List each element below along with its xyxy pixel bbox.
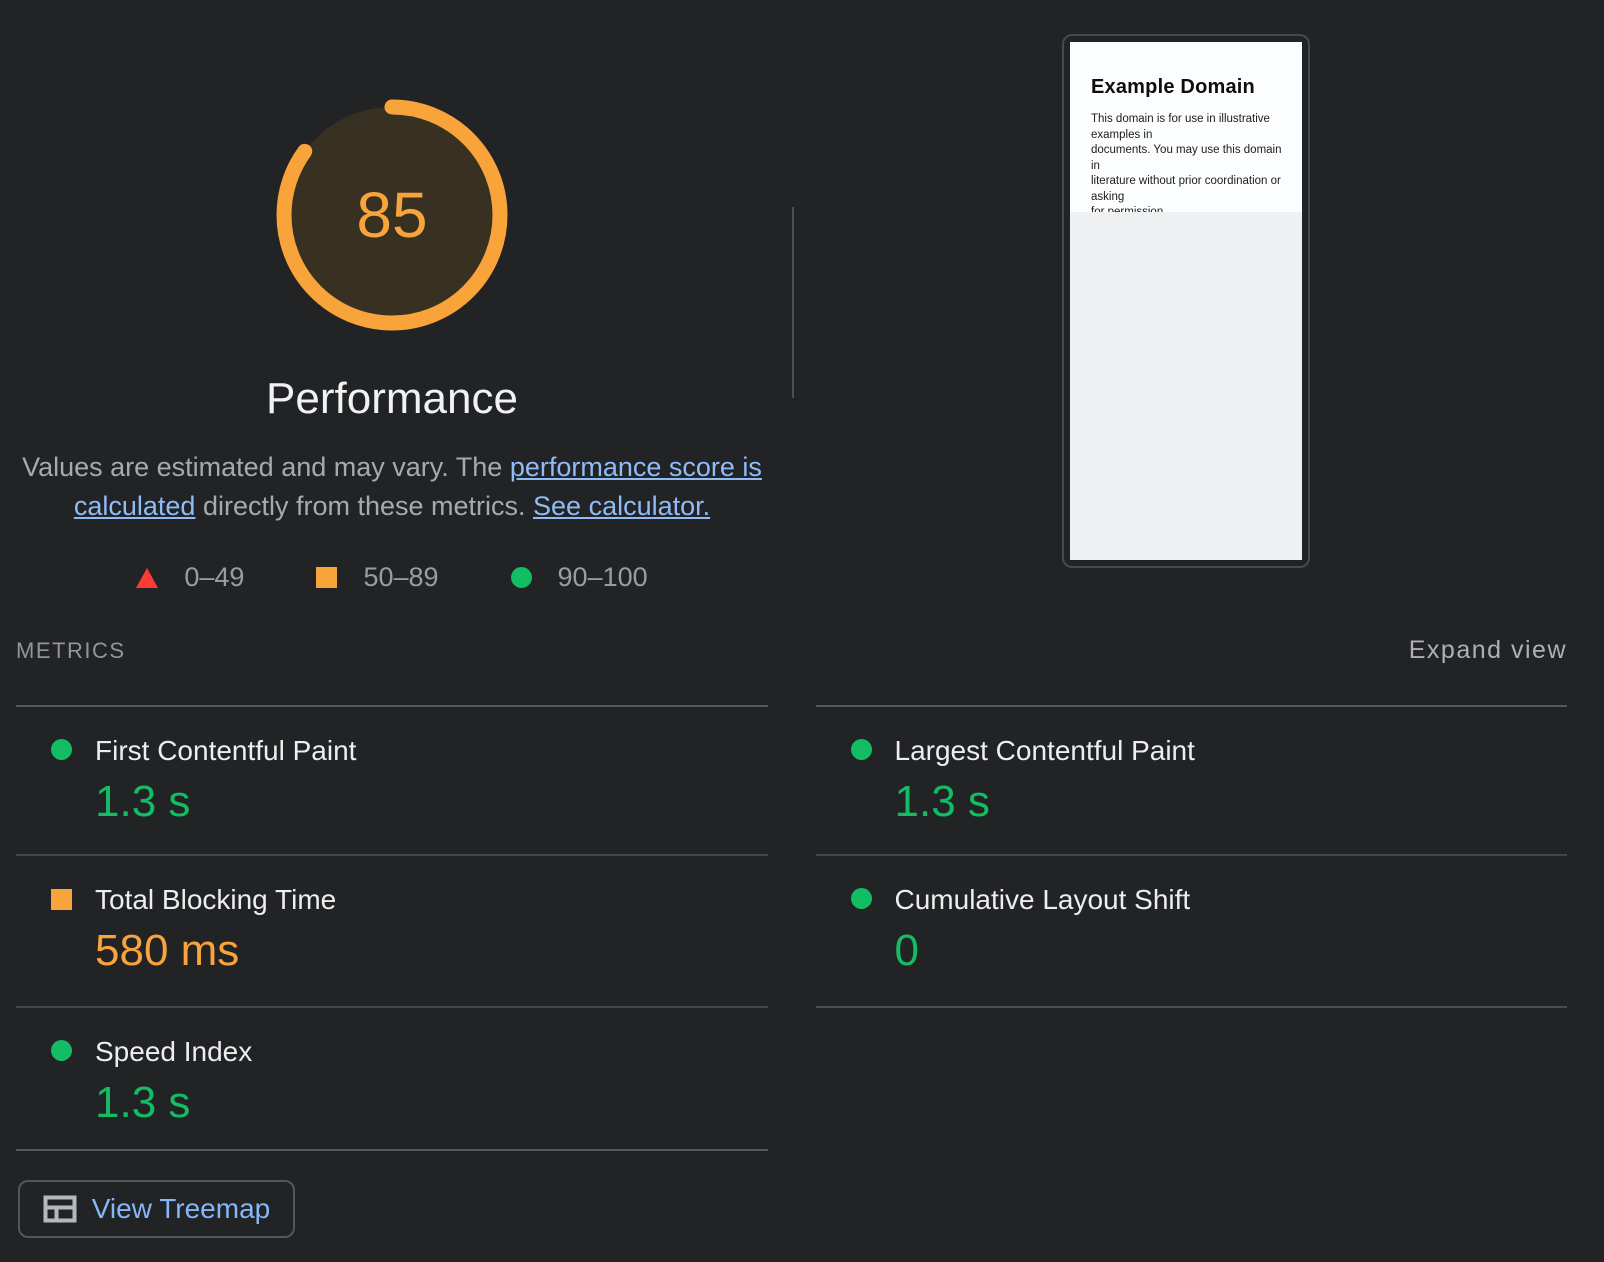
metric-value: 0 [894, 926, 919, 975]
legend-item-pass: 90–100 [510, 562, 648, 593]
performance-score-gauge[interactable]: 85 [269, 92, 515, 338]
view-treemap-label: View Treemap [91, 1193, 271, 1224]
expand-view-button[interactable]: Expand view [1408, 636, 1567, 664]
score-description: Values are estimated and may vary. The p… [22, 448, 762, 526]
legend-item-fail: 0–49 [136, 562, 244, 593]
metric-value: 580 ms [95, 926, 240, 975]
circle-icon [510, 567, 532, 588]
gauge-arc-icon [276, 99, 508, 331]
metric-speed-index: Speed Index 1.3 s [16, 1006, 768, 1149]
metric-total-blocking-time: Total Blocking Time 580 ms [16, 854, 768, 1006]
legend-range-label: 0–49 [184, 562, 245, 592]
metric-label: First Contentful Paint [95, 735, 357, 766]
see-calculator-link[interactable]: See calculator. [533, 491, 711, 521]
screenshot-page-paragraph: This domain is for use in illustrative e… [1091, 113, 1282, 218]
metric-label: Total Blocking Time [95, 884, 337, 915]
average-square-icon [51, 889, 72, 910]
treemap-icon [43, 1195, 77, 1223]
metrics-section-title: METRICS [16, 638, 126, 663]
view-treemap-button[interactable]: View Treemap [18, 1180, 295, 1238]
page-screenshot-thumbnail: Example Domain This domain is for use in… [1062, 34, 1310, 568]
performance-summary-section: 85 Performance Values are estimated and … [0, 0, 1604, 620]
metrics-header: METRICS Expand view [16, 620, 1567, 665]
metric-label: Largest Contentful Paint [894, 735, 1195, 766]
metric-value: 1.3 s [95, 777, 191, 826]
metric-cumulative-layout-shift: Cumulative Layout Shift 0 [815, 854, 1567, 1006]
metric-label: Cumulative Layout Shift [894, 884, 1191, 915]
legend-range-label: 90–100 [557, 562, 648, 592]
category-title: Performance [266, 374, 518, 423]
description-text: Values are estimated and may vary. The [22, 452, 510, 482]
triangle-icon [136, 567, 159, 588]
score-range-legend: 0–49 50–89 90–100 [136, 562, 648, 593]
metric-label: Speed Index [95, 1036, 253, 1067]
screenshot-page-body [1070, 212, 1302, 560]
performance-score-link-continued[interactable]: calculated [73, 491, 196, 521]
description-text-2: directly from these metrics. [195, 491, 534, 521]
pass-circle-icon [51, 1040, 72, 1061]
metrics-column-right: Largest Contentful Paint 1.3 s Cumulativ… [815, 705, 1568, 1008]
performance-score-value: 85 [356, 179, 428, 251]
performance-score-link[interactable]: performance score is [509, 452, 762, 482]
pass-circle-icon [850, 888, 872, 909]
square-icon [316, 567, 338, 588]
pass-circle-icon [850, 739, 872, 760]
metrics-column-left: First Contentful Paint 1.3 s Total Block… [16, 705, 768, 1151]
metric-value: 1.3 s [894, 777, 990, 826]
legend-item-average: 50–89 [316, 562, 439, 593]
metrics-grid: First Contentful Paint 1.3 s Total Block… [16, 705, 1567, 1151]
vertical-divider [792, 207, 794, 398]
screenshot-page-heading: Example Domain [1091, 76, 1255, 98]
legend-range-label: 50–89 [363, 562, 439, 592]
metric-first-contentful-paint: First Contentful Paint 1.3 s [16, 707, 768, 854]
metric-value: 1.3 s [95, 1078, 191, 1127]
metric-largest-contentful-paint: Largest Contentful Paint 1.3 s [816, 707, 1568, 854]
pass-circle-icon [51, 739, 72, 760]
